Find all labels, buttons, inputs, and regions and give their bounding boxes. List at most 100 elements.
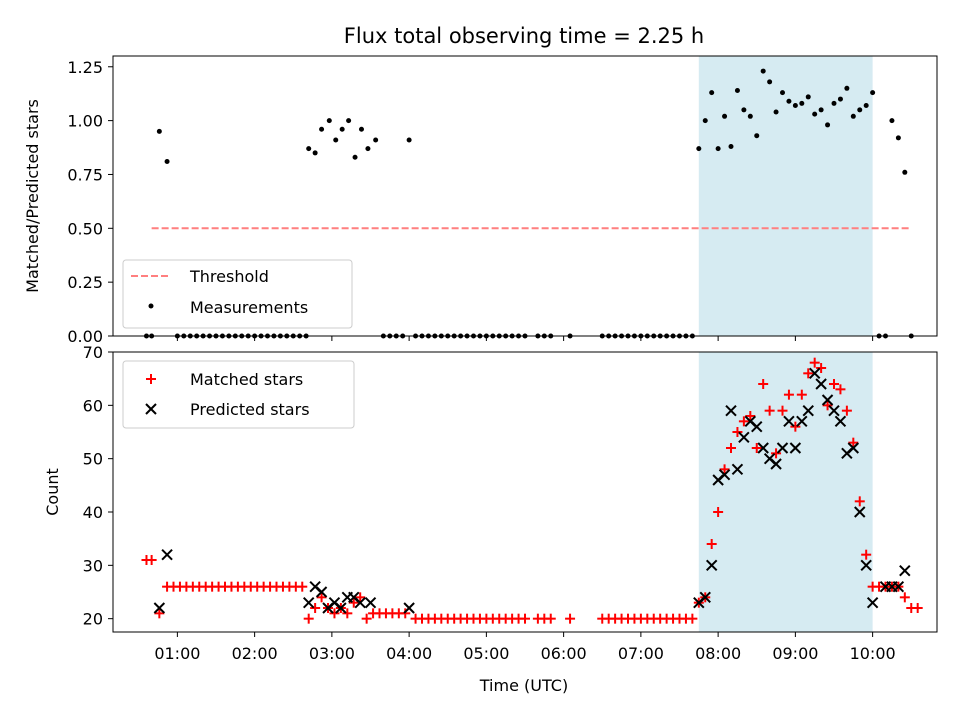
predicted-star-point [866, 596, 879, 609]
matched-star-point [803, 368, 814, 379]
top-y-tick-label: 0.50 [67, 219, 103, 238]
measurement-point [373, 137, 379, 143]
top-axes-frame [112, 55, 938, 337]
legend-measurements-label: Measurements [190, 298, 308, 317]
predicted-star-point [802, 404, 814, 417]
predicted-star-point [808, 367, 821, 380]
predicted-star-point [854, 506, 866, 518]
measurement-point [850, 113, 856, 119]
matched-star-point [545, 613, 556, 624]
x-tick-label: 02:00 [232, 644, 278, 663]
measurement-point [857, 107, 863, 113]
predicted-star-point [335, 602, 347, 614]
top-legend: Threshold Measurements [122, 259, 353, 329]
matched-star-point [726, 443, 736, 453]
predicted-star-point [751, 420, 763, 433]
measurement-point [156, 128, 162, 134]
measurement-point [741, 107, 747, 113]
matched-star-point [738, 416, 749, 427]
matched-star-point [342, 608, 353, 619]
measurement-point [696, 146, 702, 152]
measurement-point [346, 118, 352, 124]
measurement-point [760, 68, 766, 74]
matched-star-point [732, 427, 743, 437]
predicted-star-point [731, 463, 744, 476]
bottom-y-tick-label: 40 [83, 503, 103, 522]
predicted-star-point [705, 559, 718, 572]
measurement-point [709, 90, 715, 96]
matched-star-point [310, 603, 321, 613]
matched-star-point [154, 608, 165, 619]
legend-threshold-label: Threshold [189, 267, 269, 286]
bottom-y-tick-label: 30 [83, 556, 103, 575]
predicted-star-point [161, 548, 173, 561]
predicted-star-point [757, 442, 769, 454]
matched-star-point [348, 597, 359, 608]
top-y-ticks: 0.00 0.25 0.50 0.75 1.00 1.25 [67, 58, 113, 346]
matched-star-point [822, 400, 833, 411]
x-tick-label: 05:00 [463, 644, 509, 663]
predicted-star-point [403, 602, 415, 614]
predicted-star-point [892, 580, 905, 593]
measurement-point [863, 103, 869, 109]
measurement-point [747, 113, 753, 119]
top-legend-frame [122, 259, 353, 329]
measurement-point [352, 154, 358, 160]
legend-matched-marker [146, 374, 156, 384]
matched-star-point [146, 555, 157, 565]
matched-star-point [790, 421, 801, 432]
measurement-point [164, 159, 170, 165]
measurement-point [825, 122, 831, 128]
top-y-tick-label: 0.00 [67, 327, 103, 346]
bottom-shaded-interval [698, 352, 873, 632]
matched-star-point [796, 389, 807, 400]
matched-star-point [758, 379, 769, 389]
matched-star-point [848, 437, 859, 448]
predicted-star-point [815, 378, 827, 390]
x-tick-label: 03:00 [309, 644, 355, 663]
bottom-axes-frame [112, 351, 938, 633]
measurement-point [312, 150, 318, 156]
bottom-plot-area [141, 357, 923, 624]
top-x-ticks [176, 336, 874, 341]
x-tick-label: 07:00 [618, 644, 664, 663]
matched-star-point [751, 443, 762, 453]
matched-star-point [329, 608, 340, 619]
matched-star-point [861, 549, 872, 560]
matched-star-point [745, 411, 756, 421]
legend-predicted-label: Predicted stars [190, 400, 310, 419]
measurement-point [728, 143, 734, 149]
measurement-point [786, 98, 792, 104]
matched-star-point [719, 464, 730, 475]
predicted-star-point [770, 458, 782, 470]
predicted-star-point [699, 591, 711, 604]
measurement-point [805, 94, 811, 100]
measurement-point [895, 135, 901, 141]
matched-star-point [835, 384, 846, 395]
top-y-tick-label: 0.25 [67, 273, 103, 292]
predicted-star-point [738, 431, 750, 444]
matched-star-point [520, 613, 530, 624]
measurement-point [792, 103, 798, 109]
measurement-point [844, 85, 850, 91]
measurement-point [365, 146, 371, 152]
predicted-star-point [789, 442, 802, 454]
matched-star-point [713, 507, 724, 517]
matched-star-point [706, 539, 717, 549]
matched-star-point [829, 379, 839, 389]
bottom-y-tick-label: 50 [83, 450, 103, 469]
predicted-star-point [847, 442, 860, 454]
measurement-point [734, 87, 740, 93]
measurement-point [339, 126, 345, 132]
predicted-star-point [860, 559, 872, 572]
predicted-star-point [796, 415, 808, 428]
bottom-y-tick-label: 60 [83, 396, 103, 415]
legend-predicted-marker [145, 403, 157, 415]
predicted-star-point [834, 415, 847, 428]
bottom-x-ticks: 01:00 02:00 03:00 04:00 05:00 06:00 07:00 08:00… [154, 632, 896, 663]
measurement-point [406, 137, 412, 143]
matched-star-point [316, 592, 327, 603]
measurement-point [319, 126, 325, 132]
top-panel: 0.00 0.25 0.50 0.75 1.00 1.25 Matched/Predict… [23, 55, 938, 346]
measurement-point [767, 79, 773, 85]
